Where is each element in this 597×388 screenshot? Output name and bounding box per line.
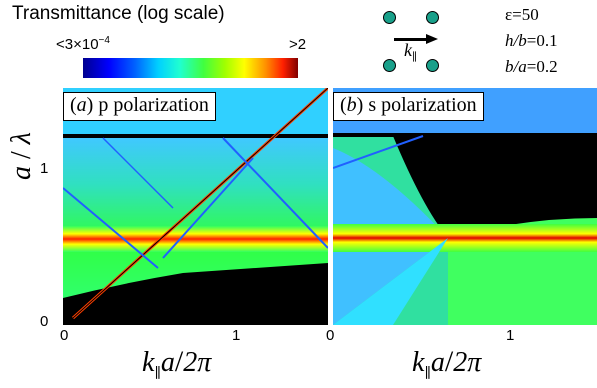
y-tick: 1 (40, 160, 49, 177)
resonance-band (63, 226, 328, 252)
k-arrow-head-icon (426, 34, 438, 44)
x-tick: 1 (506, 327, 515, 344)
param-b-over-a: b/a=0.2 (505, 57, 558, 76)
x-axis-label-b: k∥a/2π (412, 345, 482, 382)
panel-a-heatmap (63, 88, 328, 325)
lattice-dot (426, 59, 439, 72)
colorbar-max-label: >2 (289, 36, 307, 53)
panel-b-label: (b) s polarization (333, 92, 484, 121)
param-h-over-b: h/b=0.1 (505, 31, 558, 50)
x-tick: 0 (326, 327, 335, 344)
mode-line (333, 135, 424, 169)
panel-a-label: (a) p polarization (63, 92, 216, 121)
y-axis-label: a / λ (6, 132, 37, 180)
mode-line (162, 157, 254, 259)
k-arrow-line (394, 38, 428, 41)
panel-b-svg (333, 88, 597, 325)
mode-line (102, 137, 174, 209)
cone-region (333, 238, 448, 325)
x-axis-label-a: k∥a/2π (142, 345, 212, 382)
colorbar-title: Transmittance (log scale) (12, 3, 225, 24)
colorbar-gradient (83, 58, 298, 78)
y-tick: 0 (40, 313, 49, 330)
lattice-dot (383, 11, 396, 24)
panel-b-heatmap (333, 88, 597, 325)
param-epsilon: ε=50 (505, 5, 539, 24)
resonance-band (333, 224, 597, 252)
colorbar-min-label: <3×10−4 (56, 35, 110, 53)
mode-line (63, 187, 159, 269)
x-tick: 0 (60, 327, 69, 344)
dark-region (63, 263, 328, 325)
lattice-dot (426, 11, 439, 24)
panel-a-svg (63, 88, 328, 325)
lattice-dot (383, 59, 396, 72)
diagonal-line (72, 88, 328, 319)
mode-line (222, 137, 328, 249)
x-tick: 1 (232, 327, 241, 344)
dark-region (393, 136, 597, 238)
k-parallel-label: k∥ (404, 40, 418, 64)
